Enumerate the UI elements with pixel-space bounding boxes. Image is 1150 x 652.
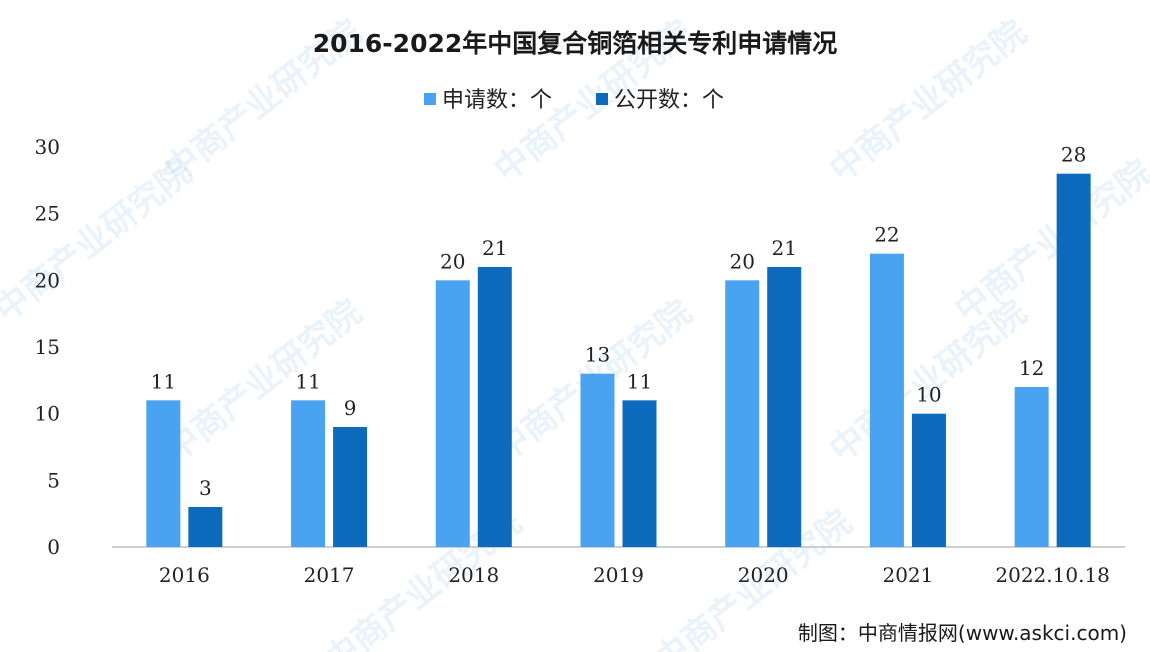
x-axis: 2016 2017 2018 2019 2020 2021 2022.10.18 — [159, 563, 1110, 587]
chart-title: 2016-2022年中国复合铜箔相关专利申请情况 — [313, 29, 838, 58]
bar-publications-2021 — [911, 413, 946, 547]
bar-publications-2018 — [477, 267, 512, 547]
data-label: 10 — [916, 383, 941, 407]
data-label: 11 — [295, 369, 320, 393]
y-tick-label: 30 — [35, 135, 60, 159]
data-label: 13 — [585, 343, 610, 367]
bar-publications-2017 — [333, 427, 368, 547]
data-label: 20 — [440, 249, 465, 273]
legend-label-1: 申请数：个 — [442, 88, 552, 113]
x-tick-label: 2021 — [882, 563, 933, 587]
chart-legend: 申请数：个 公开数：个 — [424, 88, 724, 113]
watermark-text: 中商产业研究院 — [947, 152, 1150, 330]
bar-applications-2021 — [869, 253, 904, 547]
x-tick-label: 2022.10.18 — [995, 563, 1110, 587]
legend-swatch-2 — [596, 93, 608, 105]
y-tick-label: 0 — [47, 535, 60, 559]
x-tick-label: 2018 — [448, 563, 499, 587]
data-label: 9 — [344, 396, 357, 420]
bar-publications-2016 — [188, 507, 223, 547]
data-label: 21 — [771, 236, 796, 260]
data-label: 20 — [729, 249, 754, 273]
bar-applications-2020 — [725, 280, 760, 547]
bar-applications-2022.10.18 — [1014, 387, 1049, 547]
y-tick-label: 5 — [47, 468, 60, 492]
bar-applications-2018 — [435, 280, 470, 547]
x-tick-label: 2016 — [159, 563, 210, 587]
data-label: 11 — [627, 369, 652, 393]
bar-publications-2022.10.18 — [1056, 173, 1091, 547]
bar-applications-2017 — [291, 400, 326, 547]
data-label: 28 — [1061, 143, 1086, 167]
x-tick-label: 2020 — [738, 563, 789, 587]
y-axis: 0 5 10 15 20 25 30 — [35, 135, 60, 559]
legend-swatch-1 — [424, 93, 436, 105]
watermark-text: 中商产业研究院 — [822, 12, 1034, 190]
bar-publications-2020 — [767, 267, 802, 547]
watermark-text: 中商产业研究院 — [0, 152, 199, 330]
source-note: 制图：中商情报网(www.askci.com) — [798, 621, 1127, 645]
data-label: 21 — [482, 236, 507, 260]
bar-series — [146, 173, 1091, 547]
bar-publications-2019 — [622, 400, 657, 547]
data-label: 22 — [874, 223, 899, 247]
legend-label-2: 公开数：个 — [614, 88, 724, 113]
data-label: 3 — [199, 476, 212, 500]
bar-applications-2019 — [580, 373, 615, 547]
y-tick-label: 20 — [35, 268, 60, 292]
x-tick-label: 2017 — [304, 563, 355, 587]
y-tick-label: 10 — [35, 402, 60, 426]
data-labels: 11 3 11 9 20 21 13 11 20 21 22 10 12 28 — [151, 143, 1087, 500]
y-tick-label: 25 — [35, 202, 60, 226]
bar-applications-2016 — [146, 400, 181, 547]
data-label: 11 — [151, 369, 176, 393]
x-tick-label: 2019 — [593, 563, 644, 587]
y-tick-label: 15 — [35, 335, 60, 359]
data-label: 12 — [1019, 356, 1044, 380]
